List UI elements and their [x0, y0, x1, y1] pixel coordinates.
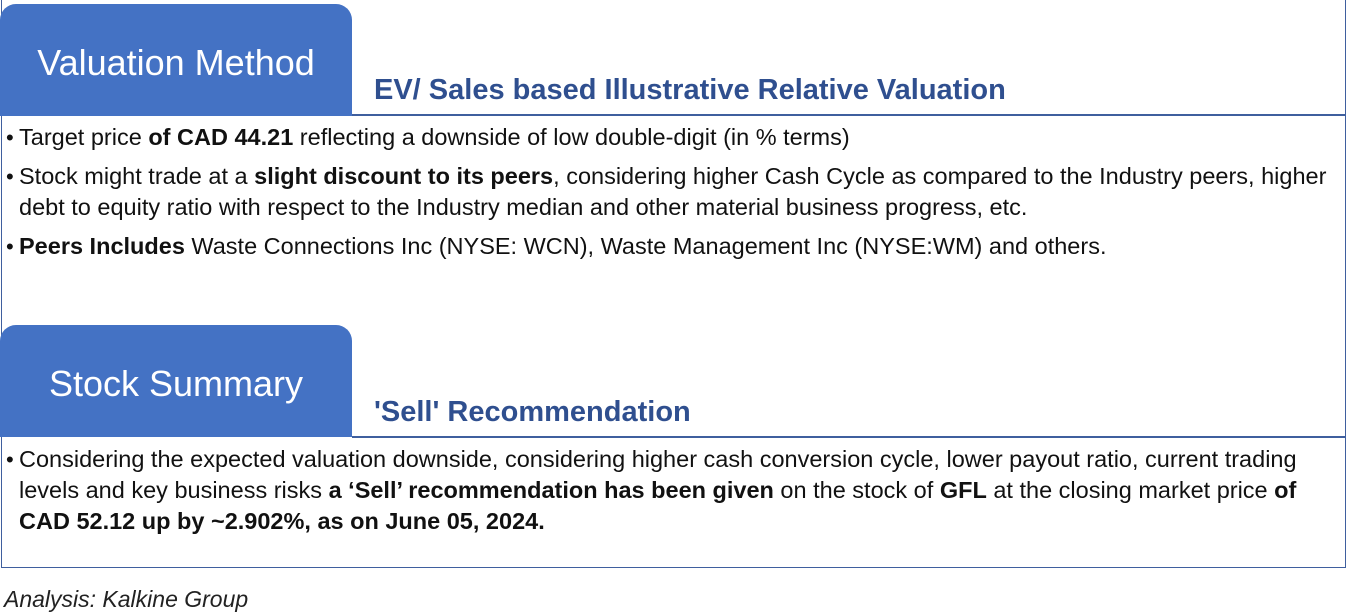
recommendation-subheading: 'Sell' Recommendation [374, 396, 691, 428]
valuation-bullet-target-price: Target price of CAD 44.21 reflecting a d… [6, 122, 1340, 153]
bullet-text: , considering higher Cash Cycle as compa… [19, 163, 1327, 220]
section1-divider [352, 114, 1346, 116]
summary-bullet-recommendation: Considering the expected valuation downs… [6, 444, 1340, 537]
analysis-credit: Analysis: Kalkine Group [4, 586, 249, 612]
stock-summary-tab: Stock Summary [0, 325, 352, 437]
section2-divider [352, 436, 1346, 438]
content-frame [1, 0, 1346, 568]
bullet-text: Stock might trade at a [19, 163, 255, 189]
valuation-method-tab: Valuation Method [0, 4, 352, 116]
valuation-bullet-discount: Stock might trade at a slight discount t… [6, 161, 1340, 223]
bullet-text: Target price [19, 124, 149, 150]
valuation-method-tab-label: Valuation Method [37, 42, 315, 83]
bullet-bold-text: a ‘Sell’ recommendation has been given [328, 477, 774, 503]
bullet-text: Waste Connections Inc (NYSE: WCN), Waste… [184, 233, 1107, 259]
bullet-text: reflecting a downside of low double-digi… [293, 124, 850, 150]
stock-summary-tab-label: Stock Summary [48, 363, 304, 404]
valuation-bullet-peers: Peers Includes Waste Connections Inc (NY… [6, 231, 1340, 262]
ticker-bold-text: GFL [939, 477, 987, 503]
summary-bullet-list: Considering the expected valuation downs… [6, 444, 1340, 545]
bullet-text: at the closing market price [986, 477, 1275, 503]
bullet-bold-text: Peers Includes [19, 233, 185, 259]
bullet-bold-text: of CAD 44.21 [148, 124, 294, 150]
bullet-text: on the stock of [773, 477, 940, 503]
bullet-text: Considering the expected valuation downs… [19, 446, 1297, 503]
valuation-subheading: EV/ Sales based Illustrative Relative Va… [374, 74, 1006, 106]
bullet-bold-text: slight discount to its peers [254, 163, 554, 189]
price-bold-text: of CAD 52.12 up by ~2.902%, as on June 0… [19, 477, 1297, 534]
valuation-bullet-list: Target price of CAD 44.21 reflecting a d… [6, 122, 1340, 270]
